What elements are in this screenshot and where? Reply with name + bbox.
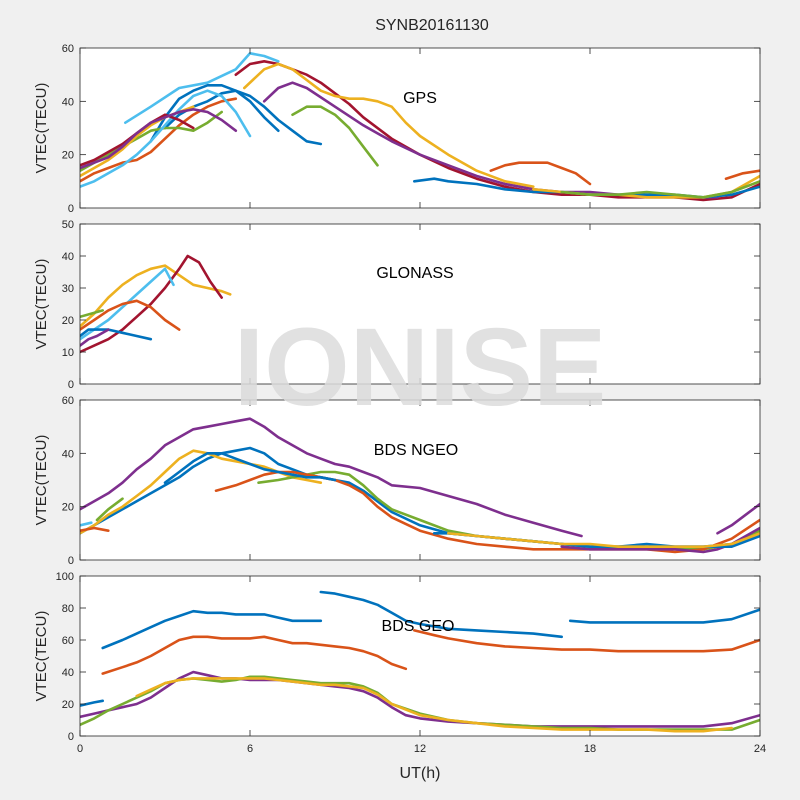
series-line-5	[80, 309, 104, 319]
series-line-3	[568, 608, 760, 624]
series-group	[80, 254, 232, 354]
plot-area	[80, 400, 760, 560]
plot-area	[80, 576, 760, 736]
panel-annotation: GLONASS	[376, 265, 453, 282]
panel-annotation: BDS NGEO	[374, 442, 458, 459]
series-line-17	[560, 180, 760, 199]
series-line-1	[124, 52, 280, 124]
series-line-7	[291, 105, 379, 167]
panel-4: 0 6 12 18 24 0 20 40 60 80 100 VTEC(TECU) UT(h) BDS G…	[33, 571, 766, 782]
series-line-9	[489, 161, 592, 186]
y-tick-label: 60	[62, 43, 74, 55]
watermark: IONISE	[234, 306, 607, 429]
y-axis-label: VTEC(TECU)	[33, 435, 50, 526]
series-line-3	[243, 62, 535, 188]
series-line-13	[80, 89, 252, 188]
x-tick-label: 6	[247, 743, 253, 755]
series-line-1	[80, 417, 583, 538]
series-line-18	[724, 169, 760, 180]
series-line-11	[80, 110, 223, 172]
y-tick-label: 50	[62, 219, 74, 231]
series-line-15	[80, 108, 238, 170]
y-axis-label: VTEC(TECU)	[33, 259, 50, 350]
series-line-4	[149, 84, 280, 143]
series-line-2	[80, 254, 223, 354]
y-tick-label: 40	[62, 251, 74, 263]
y-tick-label: 30	[62, 283, 74, 295]
x-tick-label: 0	[77, 743, 83, 755]
y-tick-label: 10	[62, 347, 74, 359]
series-line-1	[80, 264, 232, 328]
y-tick-label: 80	[62, 603, 74, 615]
series-line-8	[80, 526, 110, 532]
series-line-7	[80, 328, 110, 347]
y-tick-label: 0	[68, 203, 74, 215]
y-tick-label: 0	[68, 731, 74, 743]
series-line-9	[163, 452, 337, 484]
series-line-2	[319, 590, 563, 639]
series-line-10	[80, 97, 238, 183]
y-tick-label: 100	[56, 571, 74, 583]
x-tick-label: 12	[414, 743, 426, 755]
series-line-5	[101, 635, 408, 675]
series-group	[80, 52, 760, 202]
series-line-4	[80, 299, 181, 331]
y-tick-label: 40	[62, 667, 74, 679]
y-tick-label: 0	[68, 555, 74, 567]
y-tick-label: 20	[62, 699, 74, 711]
figure-title: SYNB20161130	[375, 17, 489, 34]
panel-1: 0 20 40 60 VTEC(TECU) GPS	[33, 43, 761, 215]
y-tick-label: 20	[62, 315, 74, 327]
series-group	[80, 417, 760, 554]
series-line-7	[95, 497, 124, 522]
series-line-3	[80, 267, 175, 341]
x-axis-label: UT(h)	[400, 765, 441, 782]
y-tick-label: 40	[62, 448, 74, 460]
series-line-1	[101, 609, 323, 650]
panel-3: 0 20 40 60 VTEC(TECU) BDS NGEO	[33, 395, 761, 567]
y-tick-label: 40	[62, 96, 74, 108]
series-group	[80, 590, 760, 733]
panel-2: 0 10 20 30 40 50 VTEC(TECU) GLONASS	[33, 219, 761, 391]
series-line-6	[413, 629, 760, 653]
plot-area	[80, 224, 760, 384]
y-tick-label: 0	[68, 379, 74, 391]
series-line-13	[447, 532, 760, 548]
y-tick-label: 20	[62, 150, 74, 162]
y-axis-label: VTEC(TECU)	[33, 83, 50, 174]
x-tick-label: 24	[754, 743, 766, 755]
x-tick-label: 18	[584, 743, 596, 755]
series-line-4	[80, 699, 104, 707]
y-axis-label: VTEC(TECU)	[33, 611, 50, 702]
panel-annotation: BDS GEO	[382, 618, 455, 635]
series-line-6	[80, 521, 93, 527]
y-tick-label: 60	[62, 395, 74, 407]
series-line-10	[716, 502, 760, 535]
panel-annotation: GPS	[403, 90, 437, 107]
y-tick-label: 20	[62, 502, 74, 514]
y-tick-label: 60	[62, 635, 74, 647]
series-line-9	[135, 677, 733, 733]
series-line-7	[80, 670, 760, 728]
